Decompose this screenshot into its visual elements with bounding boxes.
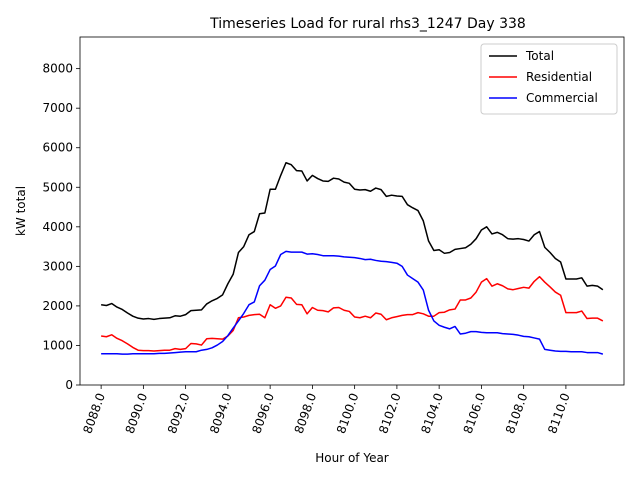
y-tick-label: 5000 bbox=[42, 180, 73, 194]
y-tick-label: 3000 bbox=[42, 259, 73, 273]
y-tick-label: 7000 bbox=[42, 101, 73, 115]
y-axis-ticks: 0 1000 2000 3000 4000 5000 6000 7000 8000 bbox=[42, 62, 80, 392]
chart-title: Timeseries Load for rural rhs3_1247 Day … bbox=[209, 16, 526, 32]
series-line-total bbox=[101, 162, 604, 321]
y-tick-label: 8000 bbox=[42, 62, 73, 76]
plot-frame bbox=[79, 36, 625, 386]
y-axis-label: kW total bbox=[14, 186, 28, 236]
y-tick-label: 0 bbox=[65, 378, 73, 392]
y-tick-label: 2000 bbox=[42, 299, 73, 313]
series-line-residential bbox=[101, 275, 604, 352]
series-lines bbox=[101, 162, 604, 355]
legend-label-commercial: Commercial bbox=[526, 91, 598, 105]
y-tick-label: 1000 bbox=[42, 338, 73, 352]
legend-box bbox=[480, 43, 618, 115]
x-axis-label: Hour of Year bbox=[315, 451, 389, 465]
legend: Total Residential Commercial bbox=[480, 43, 618, 115]
legend-label-residential: Residential bbox=[526, 70, 592, 84]
series-line-commercial bbox=[101, 250, 604, 355]
y-tick-label: 4000 bbox=[42, 220, 73, 234]
y-tick-label: 6000 bbox=[42, 141, 73, 155]
legend-label-total: Total bbox=[525, 49, 554, 63]
axes bbox=[79, 36, 625, 386]
